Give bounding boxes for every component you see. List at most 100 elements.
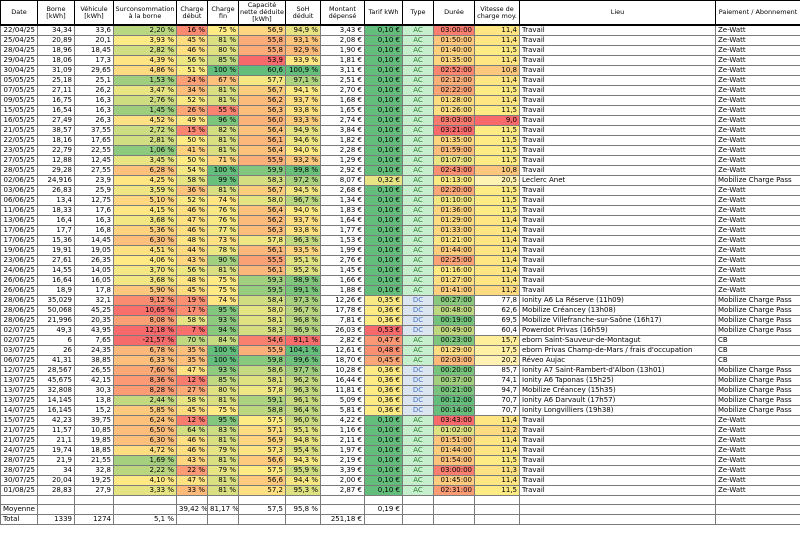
cell-charge-debut[interactable]: 33 %: [176, 485, 208, 497]
cell-lieu[interactable]: Travail: [519, 485, 716, 497]
cell-lieu[interactable]: Mobilize Villefranche-sur-Saône (16h17): [519, 315, 716, 327]
cell-paiement[interactable]: Ze-Watt: [715, 285, 800, 297]
cell-charge-debut[interactable]: 41 %: [176, 145, 208, 157]
cell-borne[interactable]: 35,029: [37, 295, 75, 307]
cell-borne[interactable]: 27,49: [37, 115, 75, 127]
cell-montant[interactable]: 2,51 €: [320, 75, 365, 87]
cell-charge-fin[interactable]: 83 %: [207, 425, 239, 437]
column-header-date[interactable]: Date: [0, 0, 38, 27]
cell-date[interactable]: 28/06/25: [0, 295, 38, 307]
cell-paiement[interactable]: Ze-Watt: [715, 215, 800, 227]
cell-type[interactable]: AC: [402, 245, 434, 257]
cell-montant[interactable]: 2,19 €: [320, 455, 365, 467]
cell-montant[interactable]: 1,81 €: [320, 55, 365, 67]
cell-vitesse[interactable]: 77,8: [474, 295, 520, 307]
cell-duree[interactable]: 02:03:00: [433, 355, 475, 367]
cell-charge-fin[interactable]: 77 %: [207, 225, 239, 237]
cell-date[interactable]: 26/06/25: [0, 275, 38, 287]
cell-lieu[interactable]: Travail: [519, 425, 716, 437]
cell-lieu[interactable]: Travail: [519, 195, 716, 207]
cell-soh[interactable]: 96,7 %: [285, 305, 321, 317]
cell-soh[interactable]: 96,4 %: [285, 405, 321, 417]
cell-paiement[interactable]: Mobilize Charge Pass: [715, 325, 800, 337]
cell-borne[interactable]: 49,3: [37, 325, 75, 337]
cell-lieu[interactable]: Mobilize Créancey (15h35): [519, 385, 716, 397]
cell-charge-fin[interactable]: 75 %: [207, 275, 239, 287]
cell-borne[interactable]: 26,83: [37, 185, 75, 197]
cell-vitesse[interactable]: 11,3: [474, 465, 520, 477]
cell-borne[interactable]: 14,145: [37, 395, 75, 407]
cell-capacite[interactable]: 58,3: [238, 175, 286, 187]
cell-charge-debut[interactable]: 12 %: [176, 415, 208, 427]
cell-charge-fin[interactable]: 95 %: [207, 415, 239, 427]
cell-montant[interactable]: 1,90 €: [320, 45, 365, 57]
cell-vehicule[interactable]: 19,25: [74, 475, 114, 487]
cell-lieu[interactable]: Travail: [519, 235, 716, 247]
cell-borne[interactable]: 32,808: [37, 385, 75, 397]
cell-montant[interactable]: 2,00 €: [320, 475, 365, 487]
column-header-type[interactable]: Type: [402, 0, 434, 27]
cell-date[interactable]: 21/07/25: [0, 425, 38, 437]
cell-vitesse[interactable]: 11,5: [474, 485, 520, 497]
cell-capacite[interactable]: 56,3: [238, 225, 286, 237]
cell-montant[interactable]: 1,97 €: [320, 445, 365, 457]
cell-vehicule[interactable]: 16,3: [74, 95, 114, 107]
cell-duree[interactable]: 02:43:00: [433, 165, 475, 177]
cell-vitesse[interactable]: 11,5: [474, 205, 520, 217]
column-header-lieu[interactable]: Lieu: [519, 0, 716, 27]
cell-borne[interactable]: 18,96: [37, 45, 75, 57]
cell-tarif[interactable]: 0,10 €: [364, 285, 403, 297]
cell-soh[interactable]: 96,0 %: [285, 415, 321, 427]
cell-date[interactable]: 02/07/25: [0, 325, 38, 337]
cell-charge-fin[interactable]: 85 %: [207, 55, 239, 67]
cell-charge-debut[interactable]: 17 %: [176, 305, 208, 317]
cell-charge-debut[interactable]: 45 %: [176, 35, 208, 47]
cell-type[interactable]: DC: [402, 365, 434, 377]
cell-tarif[interactable]: 0,48 €: [364, 345, 403, 357]
cell-capacite[interactable]: 57,5: [238, 465, 286, 477]
cell-capacite[interactable]: 56,7: [238, 185, 286, 197]
cell-surconsommation[interactable]: 3,45 %: [113, 155, 177, 167]
cell-capacite[interactable]: 56,9: [238, 24, 286, 37]
cell-vitesse[interactable]: 11,4: [474, 415, 520, 427]
cell-duree[interactable]: 02:12:00: [433, 75, 475, 87]
cell-lieu[interactable]: Travail: [519, 435, 716, 447]
column-header-paiement[interactable]: Paiement / Abonnement: [715, 0, 800, 27]
cell-vehicule[interactable]: 26,2: [74, 85, 114, 97]
cell-duree[interactable]: 03:03:00: [433, 115, 475, 127]
cell-type[interactable]: [402, 514, 434, 526]
cell-date[interactable]: 11/06/25: [0, 205, 38, 217]
cell-borne[interactable]: 27,61: [37, 255, 75, 267]
cell-vitesse[interactable]: 11,2: [474, 285, 520, 297]
cell-vitesse[interactable]: 11,5: [474, 195, 520, 207]
cell-charge-fin[interactable]: 74 %: [207, 195, 239, 207]
cell-date[interactable]: Moyenne: [0, 504, 38, 516]
cell-duree[interactable]: 00:20:00: [433, 365, 475, 377]
cell-surconsommation[interactable]: 4,51 %: [113, 245, 177, 257]
cell-vehicule[interactable]: 26,35: [74, 255, 114, 267]
cell-duree[interactable]: 00:48:00: [433, 305, 475, 317]
cell-duree[interactable]: 01:35:00: [433, 135, 475, 147]
cell-charge-debut[interactable]: 43 %: [176, 255, 208, 267]
cell-paiement[interactable]: Ze-Watt: [715, 65, 800, 77]
cell-type[interactable]: AC: [402, 445, 434, 457]
cell-charge-debut[interactable]: 44 %: [176, 245, 208, 257]
cell-montant[interactable]: 1,82 €: [320, 135, 365, 147]
cell-vitesse[interactable]: 11,5: [474, 155, 520, 167]
cell-borne[interactable]: 21,9: [37, 455, 75, 467]
cell-borne[interactable]: 31,09: [37, 65, 75, 77]
cell-lieu[interactable]: Travail: [519, 475, 716, 487]
cell-lieu[interactable]: Ionity A6 Darvault (17h57): [519, 395, 716, 407]
cell-montant[interactable]: 11,81 €: [320, 385, 365, 397]
cell-duree[interactable]: 00:37:00: [433, 375, 475, 387]
cell-paiement[interactable]: Mobilize Charge Pass: [715, 315, 800, 327]
cell-surconsommation[interactable]: 1,53 %: [113, 75, 177, 87]
cell-paiement[interactable]: Ze-Watt: [715, 55, 800, 67]
cell-borne[interactable]: 41,31: [37, 355, 75, 367]
cell-capacite[interactable]: 57,8: [238, 385, 286, 397]
cell-type[interactable]: DC: [402, 295, 434, 307]
cell-paiement[interactable]: Ze-Watt: [715, 275, 800, 287]
cell-borne[interactable]: 25,18: [37, 75, 75, 87]
cell-tarif[interactable]: 0,36 €: [364, 405, 403, 417]
cell-duree[interactable]: 01:54:00: [433, 455, 475, 467]
